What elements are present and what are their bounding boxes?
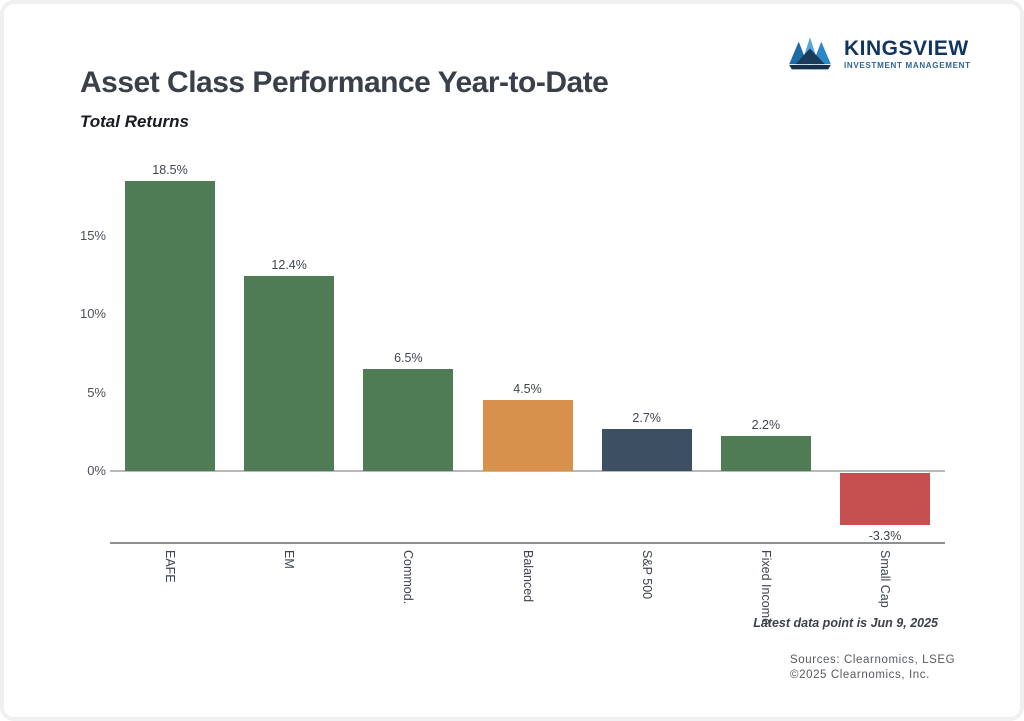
category-label: S&P 500 (639, 550, 654, 600)
bar-value-label: 2.2% (751, 418, 781, 433)
bar-eafe (125, 180, 215, 471)
bar-value-label: 4.5% (513, 382, 542, 397)
y-tick-label: 5% (87, 384, 106, 400)
category-label: EM (282, 550, 297, 569)
bar-value-label: 12.4% (271, 258, 307, 273)
category-label: EAFE (163, 550, 177, 583)
bar-fixed-income (720, 436, 811, 471)
bar-value-label: -3.3% (868, 528, 902, 543)
bar-small-cap (840, 473, 931, 525)
bar-value-label: 2.7% (632, 410, 661, 425)
bar-value-label: 18.5% (152, 162, 188, 177)
brand-name: KINGSVIEW (844, 37, 969, 60)
crown-icon (784, 30, 836, 79)
x-axis-line (110, 542, 945, 544)
source-attribution: Sources: Clearnomics, LSEG ©2025 Clearno… (790, 653, 955, 683)
source-line-2: ©2025 Clearnomics, Inc. (790, 669, 930, 681)
category-label: Fixed Income (758, 550, 773, 626)
bar-s-p-500 (601, 428, 692, 471)
bar-value-label: 6.5% (394, 350, 423, 365)
logo-text: KINGSVIEW INVESTMENT MANAGEMENT (844, 38, 971, 71)
brand-tagline: INVESTMENT MANAGEMENT (844, 61, 971, 70)
category-label: Balanced (520, 550, 535, 603)
bar-em (244, 276, 335, 471)
latest-data-note: Latest data point is Jun 9, 2025 (753, 616, 938, 630)
chart-title: Asset Class Performance Year-to-Date (80, 66, 609, 99)
chart-subtitle: Total Returns (80, 112, 189, 131)
zero-baseline (110, 470, 945, 472)
kingsview-logo: KINGSVIEW INVESTMENT MANAGEMENT (784, 30, 971, 79)
category-label: Commod. (401, 550, 416, 605)
source-line-1: Sources: Clearnomics, LSEG (790, 654, 956, 666)
y-tick-label: 0% (87, 463, 106, 478)
category-label: Small Cap (878, 550, 893, 608)
y-tick-label: 15% (79, 227, 106, 243)
bar-balanced (482, 400, 573, 471)
bar-commod- (363, 368, 454, 471)
y-tick-label: 10% (79, 306, 106, 321)
